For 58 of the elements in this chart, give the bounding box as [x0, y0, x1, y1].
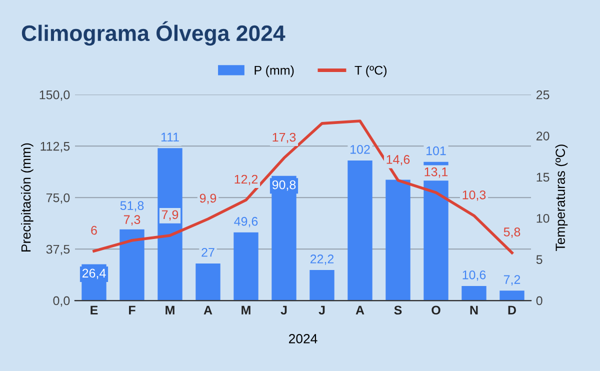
data-label: 101 [426, 146, 446, 156]
y2-tick-label: 10 [536, 214, 550, 223]
data-label: 17,3 [272, 132, 296, 144]
y2-axis-title: Temperaturas (ºC) [555, 144, 568, 251]
y-tick-label: 150,0 [40, 90, 70, 101]
y-tick-label: 112,5 [40, 142, 70, 152]
data-label: 49,6 [234, 216, 258, 228]
x-tick-label: D [508, 306, 516, 314]
bar [500, 290, 524, 301]
data-label: 26,4 [82, 268, 106, 280]
data-label: 13,1 [424, 167, 448, 178]
x-tick-label: M [242, 306, 250, 314]
data-label: 27 [202, 248, 214, 257]
y-tick-label: 37,5 [46, 244, 70, 256]
bar [462, 286, 486, 301]
y2-tick-label: 25 [536, 90, 550, 100]
data-label: 22,2 [310, 254, 334, 265]
x-tick-label: O [432, 306, 440, 315]
x-tick-label: E [90, 306, 98, 314]
bar [158, 148, 182, 301]
data-label: 10,3 [462, 190, 486, 201]
data-label: 7,9 [162, 210, 178, 221]
bar [234, 232, 258, 301]
legend-label: T (ºC) [354, 66, 386, 78]
y-tick-label: 0,0 [53, 296, 70, 307]
x-tick-label: A [204, 306, 212, 314]
data-label: 12,2 [234, 174, 258, 186]
y2-tick-label: 15 [536, 172, 550, 182]
data-label: 90,8 [272, 180, 296, 191]
x-tick-label: A [356, 306, 364, 314]
y2-tick-label: 20 [536, 132, 550, 140]
bar [196, 263, 220, 301]
x-axis-title: 2024 [288, 334, 318, 344]
y-tick-label: 75,0 [46, 193, 70, 204]
data-label: 9,9 [200, 194, 216, 204]
data-label: 7,3 [124, 215, 140, 226]
x-tick-label: F [129, 306, 136, 314]
data-label: 10,6 [462, 270, 486, 281]
y2-tick-label: 5 [536, 255, 542, 264]
x-tick-label: N [470, 306, 478, 314]
bar [310, 270, 334, 301]
x-tick-label: J [318, 306, 325, 315]
y2-tick-label: 0 [536, 296, 542, 306]
x-tick-label: M [166, 306, 174, 314]
y-axis-title: Precipitación (mm) [20, 143, 34, 252]
data-label: 111 [161, 132, 179, 142]
x-tick-label: S [394, 306, 402, 315]
data-label: 51,8 [120, 201, 144, 212]
data-label: 5,8 [504, 228, 520, 238]
data-label: 6 [91, 226, 97, 235]
x-tick-label: J [280, 306, 287, 315]
data-label: 7,2 [504, 275, 520, 286]
legend-label: P (mm) [254, 66, 294, 78]
bar [386, 180, 410, 301]
data-label: 102 [350, 145, 370, 154]
bar [348, 160, 372, 301]
chart-title: Climograma Ólvega 2024 [22, 21, 286, 46]
data-label: 14,6 [386, 155, 410, 166]
